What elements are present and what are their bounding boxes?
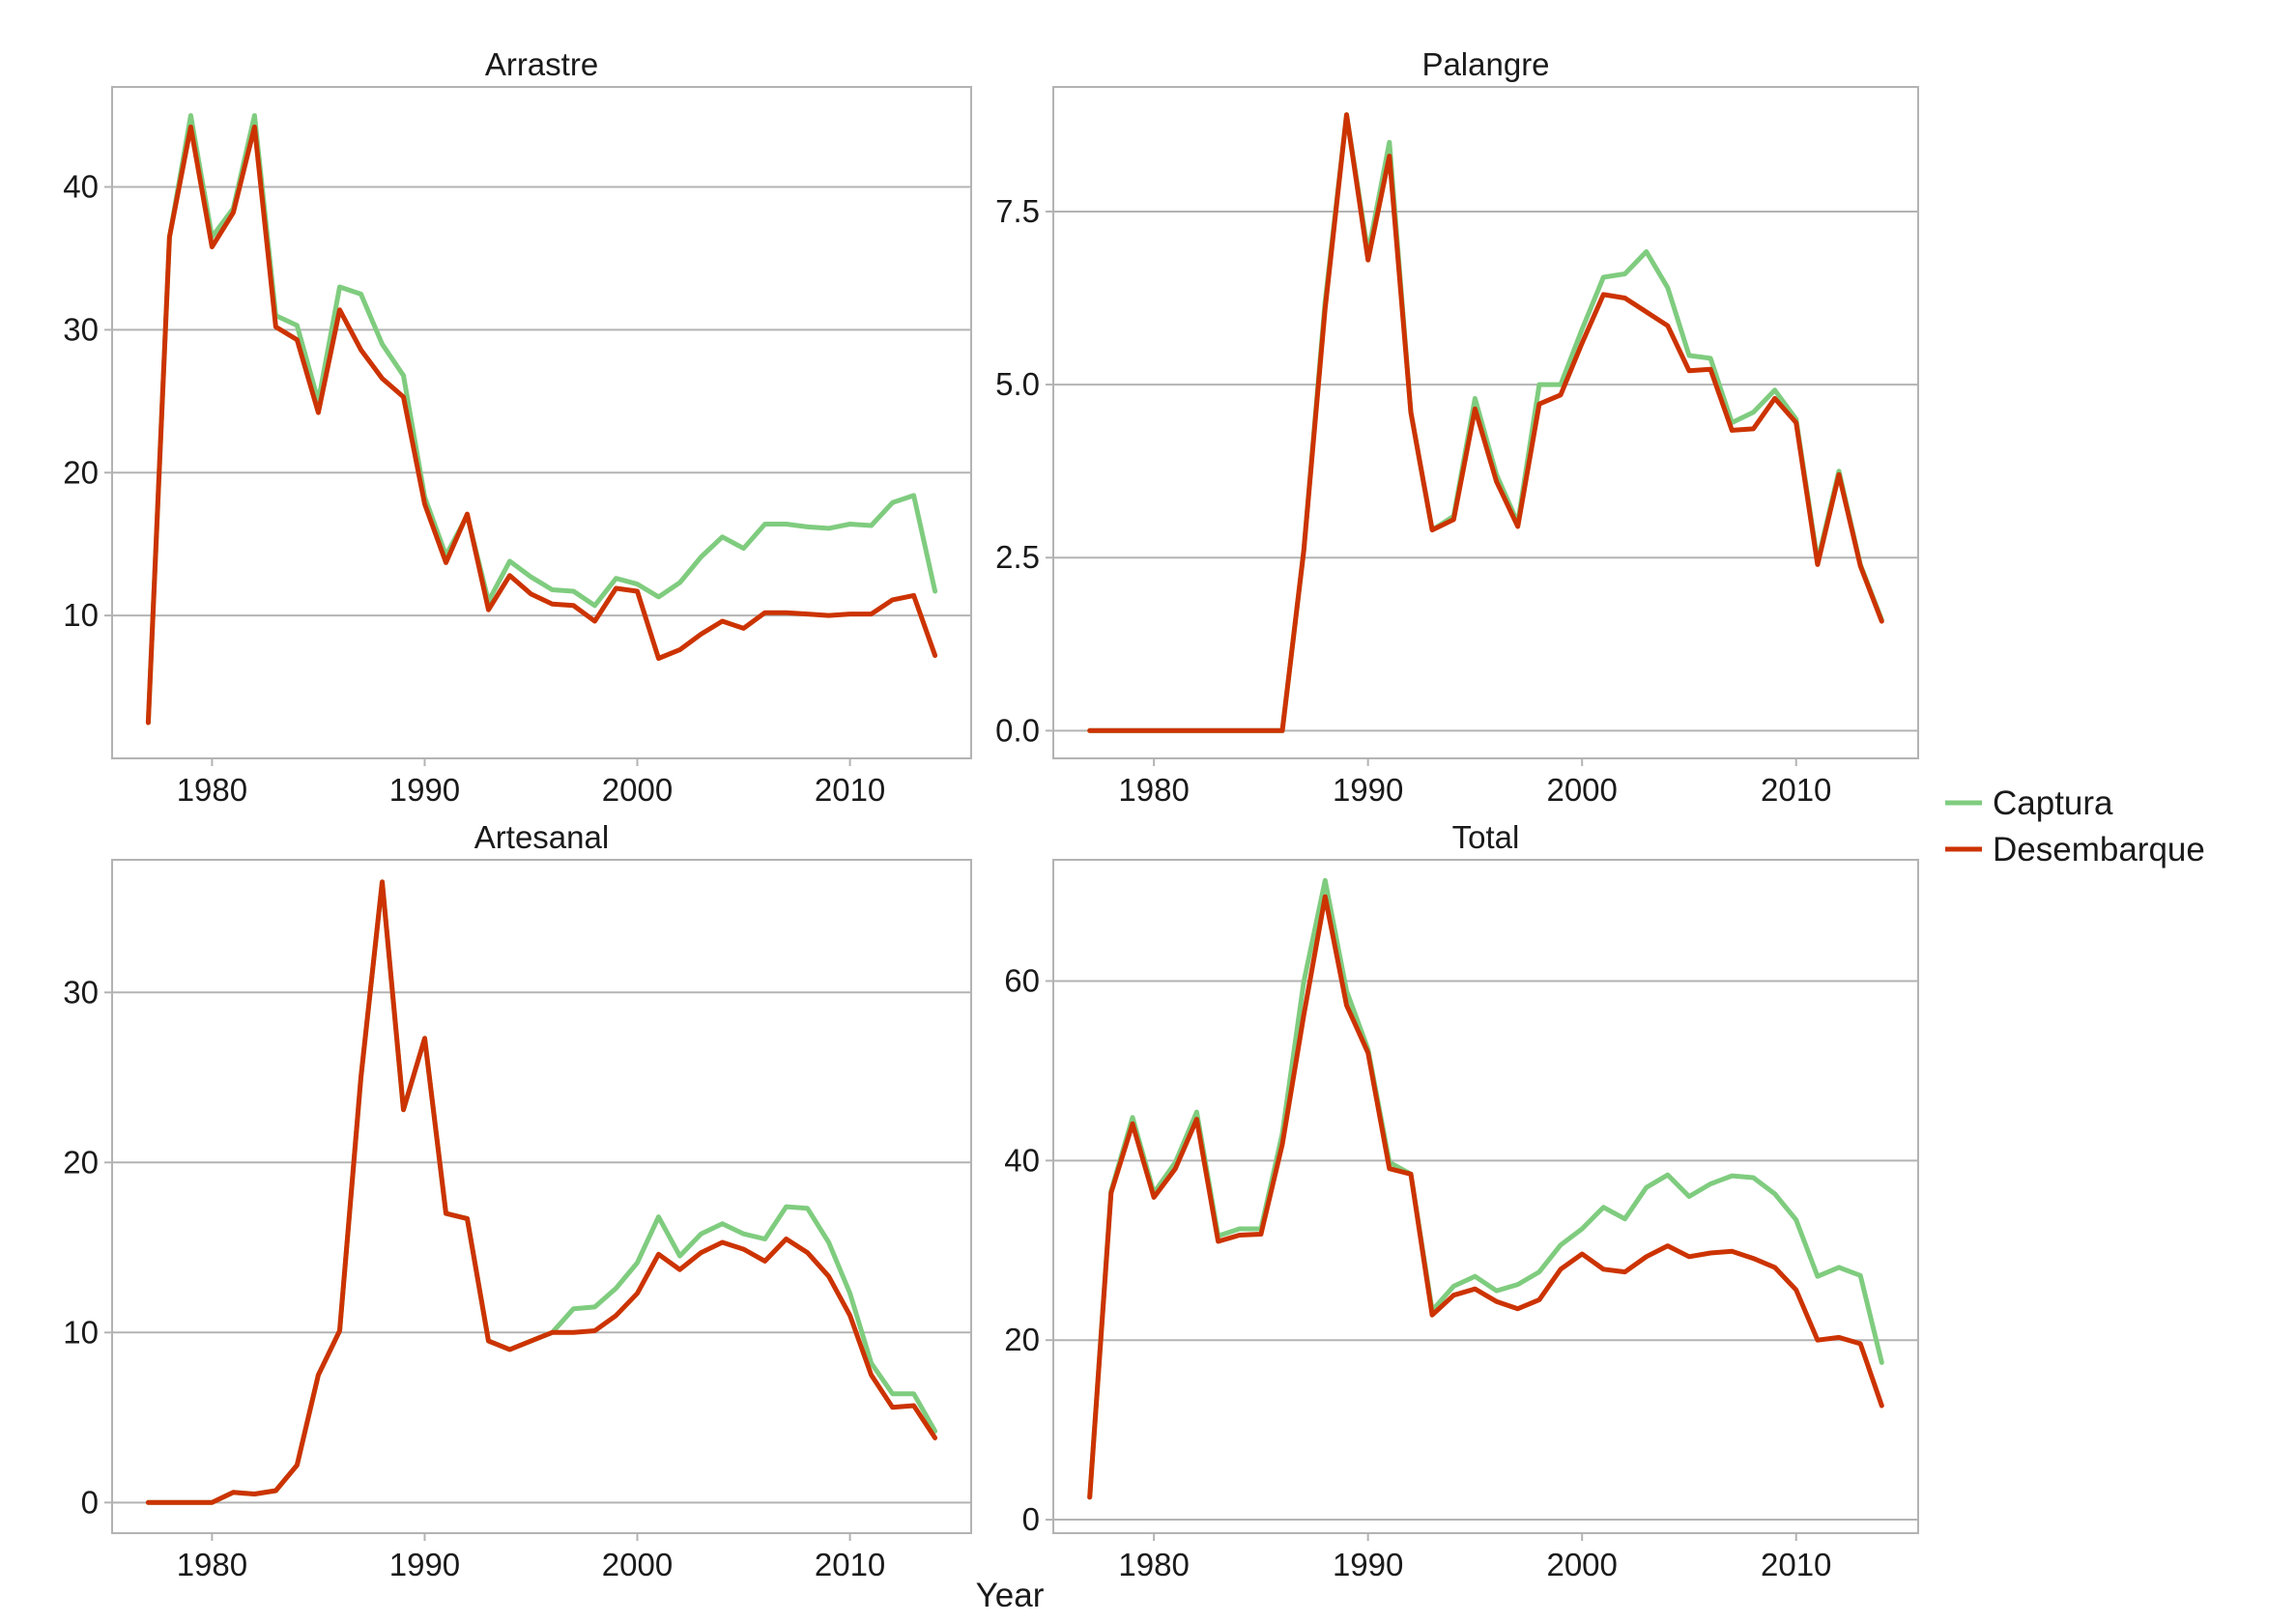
x-tick-label: 2000: [602, 1547, 673, 1582]
y-tick-label: 30: [63, 974, 99, 1010]
x-tick-label: 1980: [1118, 1547, 1189, 1582]
series-line-desembarque-palangre: [1087, 112, 1884, 733]
y-tick-label: 30: [63, 311, 99, 347]
x-tick-label: 1990: [1333, 772, 1403, 808]
series-line-captura-palangre: [1087, 112, 1884, 733]
legend-label-desembarque: Desembarque: [1993, 831, 2205, 868]
x-tick-label: 2000: [602, 772, 673, 808]
x-tick-label: 1980: [177, 772, 247, 808]
panel-arrastre: Arrastre 10 20 30 40 1980 1990 2000 2010: [63, 46, 972, 808]
x-tick-label: 2010: [815, 772, 885, 808]
panel-frame: [1052, 86, 1919, 759]
y-tick-label: 20: [63, 454, 99, 490]
y-tick-label: 10: [63, 1314, 99, 1350]
series-line-captura-arrastre: [145, 113, 938, 726]
series-line-captura-total: [1087, 877, 1884, 1500]
legend-label-captura: Captura: [1993, 784, 2113, 822]
x-tick-label: 1990: [1333, 1547, 1403, 1582]
panel-title-artesanal: Artesanal: [474, 819, 609, 855]
x-tick-label: 2010: [1761, 1547, 1831, 1582]
panel-artesanal: Artesanal 0 10 20 30 1980 1990 2000 2010: [63, 819, 972, 1582]
x-tick-label: 1980: [1118, 772, 1189, 808]
x-tick-label: 2000: [1546, 1547, 1617, 1582]
x-axis-title: Year: [976, 1577, 1045, 1614]
series-line-desembarque-artesanal: [145, 879, 938, 1505]
y-tick-label: 7.5: [995, 193, 1040, 229]
x-tick-label: 1980: [177, 1547, 247, 1582]
y-tick-label: 2.5: [995, 539, 1040, 575]
x-tick-label: 1990: [389, 772, 460, 808]
series-line-captura-artesanal: [145, 879, 938, 1505]
panel-total: Total 0 20 40 60 1980 1990 2000 2010: [1004, 819, 1919, 1582]
legend: Captura Desembarque: [1945, 784, 2205, 868]
y-tick-label: 60: [1004, 962, 1040, 998]
panel-title-total: Total: [1452, 819, 1520, 855]
series-line-desembarque-arrastre: [145, 124, 938, 726]
panel-frame: [1052, 859, 1919, 1534]
y-tick-label: 20: [1004, 1322, 1040, 1357]
panel-title-palangre: Palangre: [1421, 46, 1549, 82]
x-tick-label: 2010: [815, 1547, 885, 1582]
y-tick-label: 5.0: [995, 366, 1040, 402]
panel-frame: [111, 859, 972, 1534]
series-line-desembarque-total: [1087, 894, 1884, 1500]
panel-palangre: Palangre 0.0 2.5 5.0 7.5 1980 1990 2000 2010: [995, 46, 1919, 808]
y-tick-label: 0: [81, 1484, 99, 1520]
x-tick-label: 1990: [389, 1547, 460, 1582]
y-tick-label: 10: [63, 597, 99, 633]
x-tick-label: 2010: [1761, 772, 1831, 808]
y-tick-label: 0: [1022, 1501, 1040, 1537]
y-tick-label: 40: [1004, 1142, 1040, 1178]
y-tick-label: 20: [63, 1144, 99, 1180]
panel-title-arrastre: Arrastre: [485, 46, 598, 82]
panel-frame: [111, 86, 972, 759]
y-tick-label: 0.0: [995, 712, 1040, 748]
y-tick-label: 40: [63, 169, 99, 205]
x-tick-label: 2000: [1546, 772, 1617, 808]
